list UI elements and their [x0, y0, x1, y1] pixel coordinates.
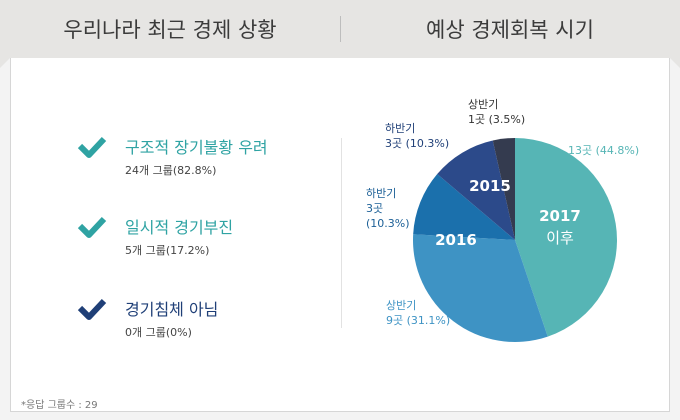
slice-label: 상반기 9곳 (31.1%) — [386, 299, 450, 327]
pie-slice — [412, 234, 548, 343]
situation-item-title: 경기침체 아님 — [125, 300, 219, 319]
panel-divider — [341, 138, 342, 328]
right-section-title: 예상 경제회복 시기 — [426, 18, 594, 42]
situation-item-title: 구조적 장기불황 우려 — [125, 138, 268, 157]
pie-slice — [515, 138, 617, 337]
check-icon — [77, 216, 107, 238]
pie-slice — [492, 138, 515, 240]
slice-group-label: 2015 — [469, 177, 511, 195]
slice-group-label: 2016 — [435, 231, 477, 249]
check-icon — [77, 298, 107, 320]
content-panel: 구조적 장기불황 우려 24개 그룹(82.8%) 일시적 경기부진 5개 그룹… — [10, 58, 670, 412]
pie-slice — [437, 140, 515, 240]
header-fold-left — [0, 58, 10, 68]
situation-item-title: 일시적 경기부진 — [125, 218, 234, 237]
slice-group-label: 2017 이후 — [539, 207, 581, 247]
situation-item-count: 0개 그룹(0%) — [125, 326, 192, 339]
situation-item-count: 24개 그룹(82.8%) — [125, 164, 217, 177]
slice-label: 상반기 1곳 (3.5%) — [468, 98, 525, 126]
situation-item-count: 5개 그룹(17.2%) — [125, 244, 210, 257]
header-divider — [340, 16, 341, 42]
header: 우리나라 최근 경제 상황 예상 경제회복 시기 — [0, 0, 680, 58]
check-icon — [77, 136, 107, 158]
slice-label: 13곳 (44.8%) — [568, 144, 639, 157]
slice-label: 하반기 3곳 (10.3%) — [385, 121, 449, 150]
header-fold-right — [670, 58, 680, 68]
left-section-title: 우리나라 최근 경제 상황 — [63, 18, 277, 42]
footnote: *응답 그룹수 : 29 — [21, 400, 98, 411]
recovery-pie-chart: 13곳 (44.8%) 상반기 9곳 (31.1%) 하반기 3곳 (10.3%) 하반기 3… — [366, 98, 639, 343]
pie-slice — [413, 174, 515, 240]
slice-label: 하반기 3곳 (10.3%) — [366, 186, 410, 230]
